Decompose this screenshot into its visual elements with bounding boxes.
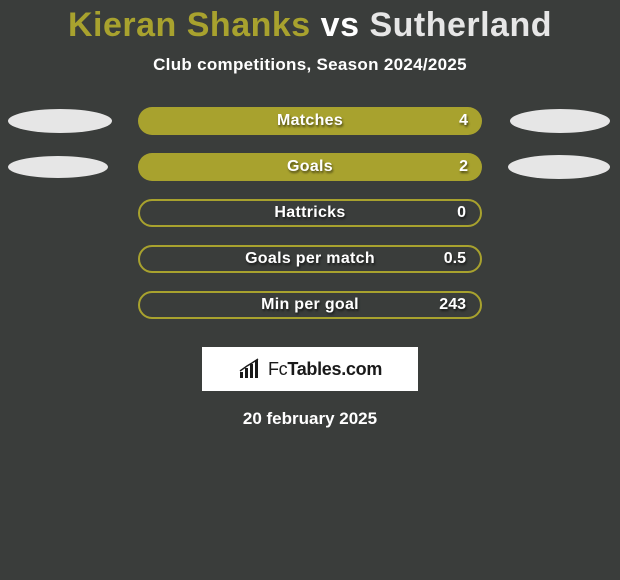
- stat-label: Min per goal: [261, 296, 359, 314]
- stats-list: Matches 4 Goals 2 Hattricks 0 Goals per match 0…: [0, 107, 620, 319]
- ellipse-left: [8, 109, 112, 133]
- logo-text: FcTables.com: [268, 359, 382, 380]
- stat-bar: Min per goal 243: [138, 291, 482, 319]
- logo-prefix: Fc: [268, 359, 287, 379]
- comparison-infographic: Kieran Shanks vs Sutherland Club competi…: [0, 0, 620, 429]
- stat-label: Goals per match: [245, 250, 375, 268]
- stat-row: Goals per match 0.5: [0, 245, 620, 273]
- stat-row: Min per goal 243: [0, 291, 620, 319]
- stat-label: Goals: [287, 158, 333, 176]
- ellipse-left: [8, 156, 108, 178]
- stat-value: 243: [439, 296, 466, 314]
- stat-bar: Matches 4: [138, 107, 482, 135]
- stat-row: Goals 2: [0, 153, 620, 181]
- stat-value: 4: [459, 112, 468, 130]
- stat-bar: Hattricks 0: [138, 199, 482, 227]
- logo-badge: FcTables.com: [202, 347, 418, 391]
- stat-bar: Goals per match 0.5: [138, 245, 482, 273]
- page-title: Kieran Shanks vs Sutherland: [0, 6, 620, 45]
- stat-row: Hattricks 0: [0, 199, 620, 227]
- bars-icon: [238, 358, 264, 380]
- stat-label: Matches: [277, 112, 343, 130]
- stat-value: 0.5: [444, 250, 466, 268]
- stat-value: 2: [459, 158, 468, 176]
- title-player1: Kieran Shanks: [68, 6, 311, 44]
- date-label: 20 february 2025: [0, 409, 620, 429]
- title-player2: Sutherland: [369, 6, 552, 44]
- subtitle: Club competitions, Season 2024/2025: [0, 55, 620, 75]
- ellipse-right: [510, 109, 610, 133]
- stat-row: Matches 4: [0, 107, 620, 135]
- title-vs: vs: [321, 6, 360, 44]
- stat-label: Hattricks: [274, 204, 345, 222]
- stat-value: 0: [457, 204, 466, 222]
- logo-suffix: Tables.com: [287, 359, 382, 379]
- ellipse-right: [508, 155, 610, 179]
- stat-bar: Goals 2: [138, 153, 482, 181]
